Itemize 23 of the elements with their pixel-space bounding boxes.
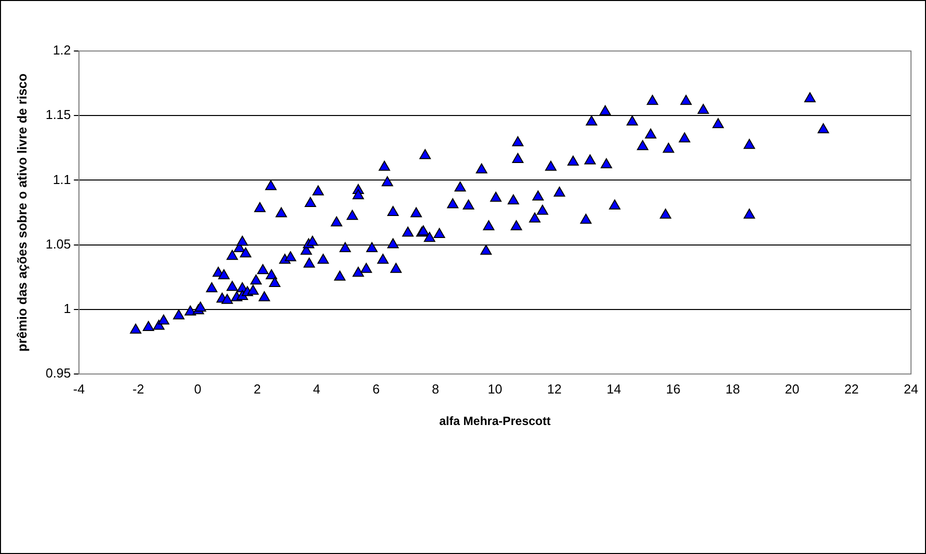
y-tick-label: 1.05 [46, 236, 71, 252]
x-tick-label: 16 [666, 381, 680, 396]
x-tick-label: 22 [844, 381, 859, 396]
y-tick-label: 0.95 [46, 366, 71, 381]
x-tick-label: 6 [372, 381, 380, 396]
y-tick-label: 1.1 [52, 172, 71, 187]
x-tick-label: 10 [488, 381, 502, 396]
x-tick-label: 4 [313, 381, 320, 396]
x-tick-label: 2 [254, 381, 261, 396]
x-tick-label: 14 [606, 381, 622, 396]
x-axis-title: alfa Mehra-Prescott [439, 414, 551, 428]
x-tick-label: 0 [194, 381, 202, 396]
x-tick-label: -2 [132, 381, 144, 396]
y-axis-title: prêmio das ações sobre o ativo livre de risco [14, 73, 30, 352]
x-tick-label: 12 [547, 381, 562, 396]
x-tick-label: 20 [784, 381, 800, 396]
y-tick-label: 1.15 [46, 107, 71, 122]
x-tick-label: 24 [904, 381, 918, 396]
x-tick-label: 8 [432, 381, 440, 396]
x-tick-label: 18 [725, 381, 740, 396]
x-tick-label: -4 [73, 381, 85, 396]
y-tick-label: 1.2 [52, 42, 71, 58]
y-tick-label: 1 [64, 300, 71, 316]
